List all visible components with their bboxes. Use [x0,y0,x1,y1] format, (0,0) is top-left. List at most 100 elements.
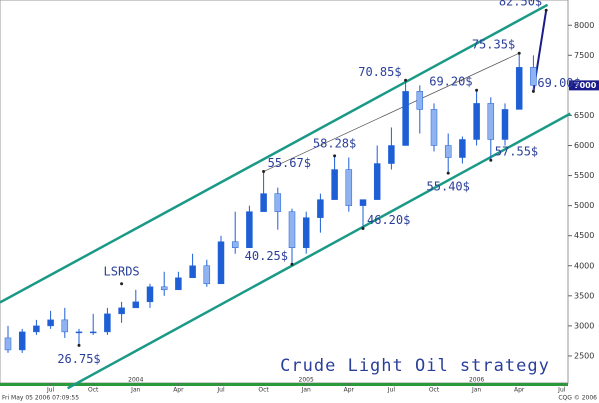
candle-body [89,331,97,334]
y-tick-label: 2500 [574,351,594,360]
candle-body [288,211,296,248]
pivot-point [404,78,408,82]
candle-body [274,193,282,212]
annotation: 69.20$ [429,75,472,89]
candle-body [47,319,54,327]
y-tick-label: 8000 [574,21,594,30]
y-tick-label: 7500 [574,51,594,60]
pivot-point [77,343,81,347]
candle-body [473,103,480,140]
candle-body [373,163,381,200]
footer-left: Fri May 05 2006 07:09:55 [2,395,79,402]
x-tick-label: Apr [173,387,184,394]
chart-title: Crude Light Oil strategy [280,356,550,376]
candle-body [118,307,125,315]
candle-body [388,145,395,164]
pivot-point [120,282,124,286]
candle-body [4,337,12,351]
candle-body [302,217,310,248]
annotation: 82.50$ [499,0,542,9]
candle-body [217,241,225,285]
pivot-point [446,171,450,175]
annotation: 69.00$ [537,76,580,90]
pivot-point [489,158,493,162]
candle-body [175,277,182,291]
candle-body [345,169,353,206]
annotation: 57.55$ [495,145,538,159]
y-tick-label: 3000 [574,321,594,330]
pivot-point [475,88,479,92]
annotation: 75.35$ [472,38,515,52]
pivot-point [531,89,535,93]
year-label: 2006 [469,377,484,384]
x-tick-label: Jan [130,387,140,394]
y-tick-label: 5000 [574,201,594,210]
y-tick-label: 6000 [574,141,594,150]
x-tick-label: Jan [301,387,311,394]
candle-body [359,199,367,206]
annotation: 58.28$ [313,136,356,150]
candle-body [231,241,239,248]
trend-line [0,3,549,304]
annotation: 46.20$ [367,213,410,227]
annotation: 70.85$ [358,65,401,79]
y-tick-label: 5500 [574,171,594,180]
x-tick-label: Apr [514,387,525,394]
candle-body [203,265,211,285]
candle-body [146,286,154,303]
candle-body [530,67,537,86]
candle-body [444,145,452,158]
time-strip [0,383,568,386]
candle-body [430,109,438,146]
annotation: 26.75$ [57,352,100,366]
annotation: 40.25$ [245,249,288,263]
x-tick-label: Oct [88,387,99,394]
candle-body [459,139,466,158]
candle-body [160,286,168,291]
y-tick-label: 6500 [574,111,594,120]
x-tick-label: Oct [429,387,440,394]
annotation: 55.67$ [268,156,311,170]
x-tick-label: Jul [557,387,566,394]
pivot-point [517,51,521,55]
candle-body [75,331,83,334]
x-tick-label: Jul [216,387,225,394]
annotation: 55.40$ [427,180,470,194]
x-tick-label: Jul [46,387,55,394]
candle-body [189,265,196,279]
x-tick-label: Jul [387,387,396,394]
candle-body [501,109,509,140]
candle-body [61,319,69,333]
candle-body [487,103,495,140]
year-label: 2004 [128,377,143,384]
trend-line [67,112,571,390]
pivot-point [333,154,337,158]
candle-body [317,199,324,218]
candle-body [104,313,111,333]
pivot-point [361,226,365,230]
candle-body [515,67,523,110]
candle-body [132,301,140,309]
pivot-point [262,170,266,174]
pivot-point [290,262,294,266]
candle-body [246,211,253,248]
last-price-label: 7000 [574,81,597,90]
year-label: 2005 [299,377,314,384]
candle-body [402,91,409,146]
candle-body [416,91,424,110]
candle-body [331,169,338,200]
pivot-point [544,8,548,12]
x-tick-label: Oct [258,387,269,394]
trend-line [263,52,520,172]
candle-body [33,325,40,333]
annotation: LSRDS [104,264,140,278]
y-tick-label: 4500 [574,231,594,240]
candle-body [18,331,26,351]
y-tick-label: 3500 [574,291,594,300]
y-tick-label: 4000 [574,261,594,270]
last-price-box [569,80,599,91]
x-tick-label: Jan [471,387,481,394]
plot-frame [0,0,569,384]
x-tick-label: Apr [344,387,355,394]
